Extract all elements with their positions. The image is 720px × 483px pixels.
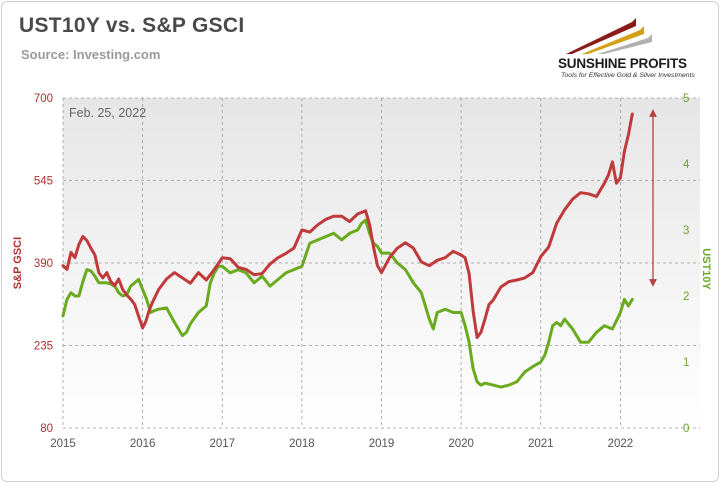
left-axis-ticks: 80 235 390 545 700 xyxy=(34,93,53,435)
right-tick-label: 3 xyxy=(683,225,689,237)
chart-title: UST10Y vs. S&P GSCI xyxy=(19,14,245,37)
right-axis-label: UST10Y xyxy=(700,248,712,290)
right-tick-label: 0 xyxy=(683,423,689,435)
sunshine-profits-logo xyxy=(566,18,652,54)
left-axis-label: S&P GSCI xyxy=(12,237,24,289)
chart-source: Source: Investing.com xyxy=(21,47,161,62)
date-annotation: Feb. 25, 2022 xyxy=(69,106,146,120)
left-tick-label: 545 xyxy=(34,176,53,188)
left-tick-label: 390 xyxy=(34,258,53,270)
x-tick-label: 2015 xyxy=(50,438,76,450)
right-tick-label: 5 xyxy=(683,93,689,105)
ust10y-series-line xyxy=(61,218,634,389)
x-tick-label: 2020 xyxy=(448,438,474,450)
right-axis-ticks: 0 1 2 3 4 5 xyxy=(683,93,690,435)
logo-name: SUNSHINE PROFITS xyxy=(558,56,687,71)
logo-tagline: Tools for Effective Gold & Silver Invest… xyxy=(561,72,695,79)
right-tick-label: 1 xyxy=(683,357,689,369)
gsci-series-line xyxy=(61,112,634,339)
left-tick-label: 700 xyxy=(34,93,53,105)
x-tick-label: 2021 xyxy=(528,438,554,450)
right-tick-label: 2 xyxy=(683,291,689,303)
left-tick-label: 235 xyxy=(34,341,53,353)
x-axis-ticks: 2015 2016 2017 2018 2019 2020 2021 2022 xyxy=(50,438,633,450)
left-tick-label: 80 xyxy=(40,423,53,435)
x-tick-label: 2016 xyxy=(130,438,156,450)
x-tick-label: 2019 xyxy=(369,438,395,450)
x-tick-label: 2017 xyxy=(209,438,235,450)
series-layer xyxy=(61,112,634,389)
logo-swoosh-grey xyxy=(598,34,652,54)
grid xyxy=(62,97,700,429)
x-tick-label: 2018 xyxy=(289,438,315,450)
right-tick-label: 4 xyxy=(683,159,690,171)
x-tick-label: 2022 xyxy=(608,438,634,450)
